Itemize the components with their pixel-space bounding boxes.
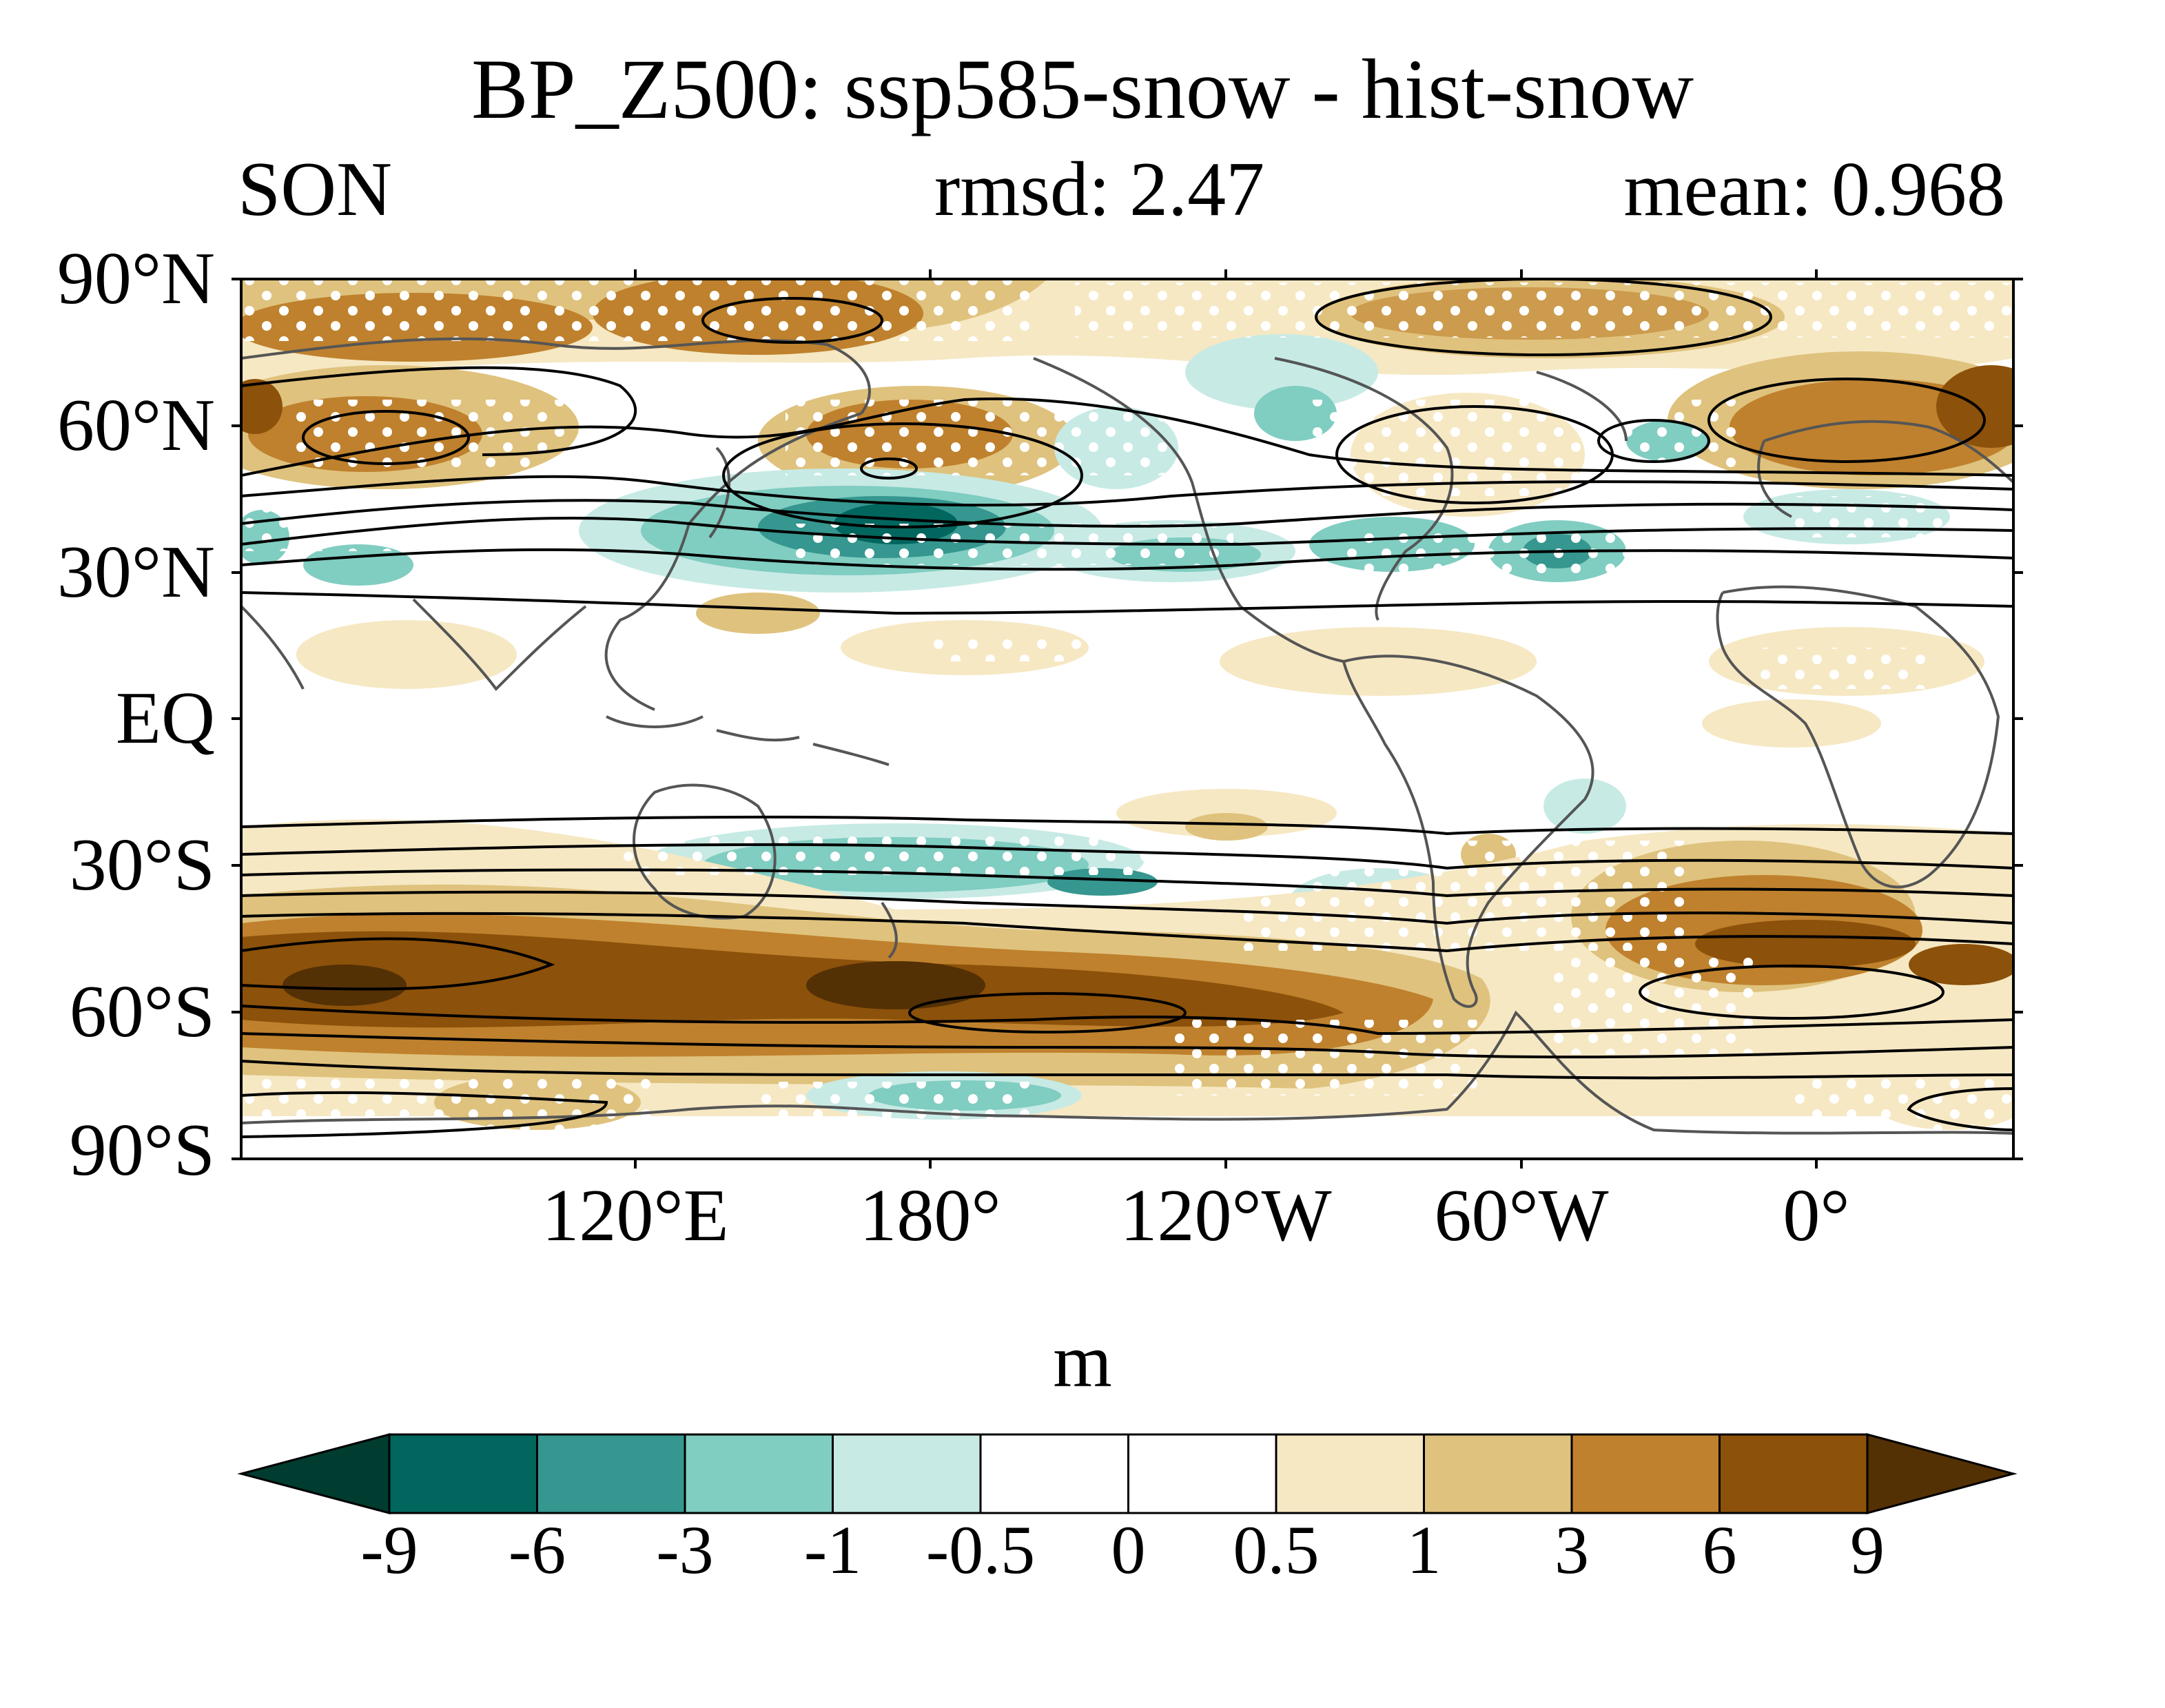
lon-label-180: 180° [859, 1175, 1001, 1257]
colorbar-box [1127, 1433, 1278, 1514]
colorbar-tick-label: 6 [1702, 1512, 1737, 1588]
colorbar-box [684, 1433, 834, 1514]
lon-label-120e: 120°E [542, 1175, 729, 1257]
colorbar-extend-low [237, 1433, 391, 1514]
colorbar-box [1423, 1433, 1573, 1514]
colorbar-box [1570, 1433, 1721, 1514]
colorbar-tick-label: -0.5 [925, 1512, 1036, 1588]
mean-label: mean: 0.968 [1623, 147, 2005, 232]
colorbar-tick-label: 1 [1406, 1512, 1441, 1588]
colorbar-tick-label: 0 [1111, 1512, 1146, 1588]
lat-label-90s: 90°S [69, 1109, 215, 1191]
lon-ticks [634, 269, 1818, 1169]
colorbar [237, 1433, 2018, 1514]
lon-label-60w: 60°W [1434, 1175, 1609, 1257]
lat-label-30s: 30°S [69, 824, 215, 906]
significance-stippling [241, 279, 2012, 1151]
plot-title: BP_Z500: ssp585-snow - hist-snow [471, 42, 1694, 136]
lat-label-60s: 60°S [69, 971, 215, 1053]
map-panel [241, 279, 2013, 1159]
colorbar-extend-high [1866, 1433, 2018, 1514]
lat-label-eq: EQ [116, 677, 215, 759]
colorbar-unit: m [1053, 1319, 1112, 1403]
colorbar-box [536, 1433, 686, 1514]
colorbar-box [979, 1433, 1129, 1514]
colorbar-box [388, 1433, 538, 1514]
colorbar-tick-label: 0.5 [1233, 1512, 1320, 1588]
colorbar-tick-label: 9 [1850, 1512, 1885, 1588]
colorbar-tick-label: -3 [656, 1512, 714, 1588]
rmsd-label: rmsd: 2.47 [934, 147, 1265, 232]
season-label: SON [238, 147, 393, 232]
lon-label-120w: 120°W [1120, 1175, 1332, 1257]
lat-label-90n: 90°N [57, 238, 215, 320]
colorbar-box [832, 1433, 982, 1514]
colorbar-box [1718, 1433, 1869, 1514]
colorbar-box [1275, 1433, 1425, 1514]
colorbar-tick-label: 3 [1555, 1512, 1589, 1588]
coastlines [241, 337, 2013, 1135]
colorbar-tick-label: -1 [803, 1512, 862, 1588]
colorbar-tick-label: -6 [508, 1512, 566, 1588]
lon-label-0: 0° [1783, 1175, 1850, 1257]
lat-label-30n: 30°N [57, 531, 215, 613]
climatology-contours [241, 279, 2013, 1138]
lat-label-60n: 60°N [57, 384, 215, 466]
colorbar-tick-label: -9 [360, 1512, 418, 1588]
lat-ticks [232, 278, 2023, 1160]
